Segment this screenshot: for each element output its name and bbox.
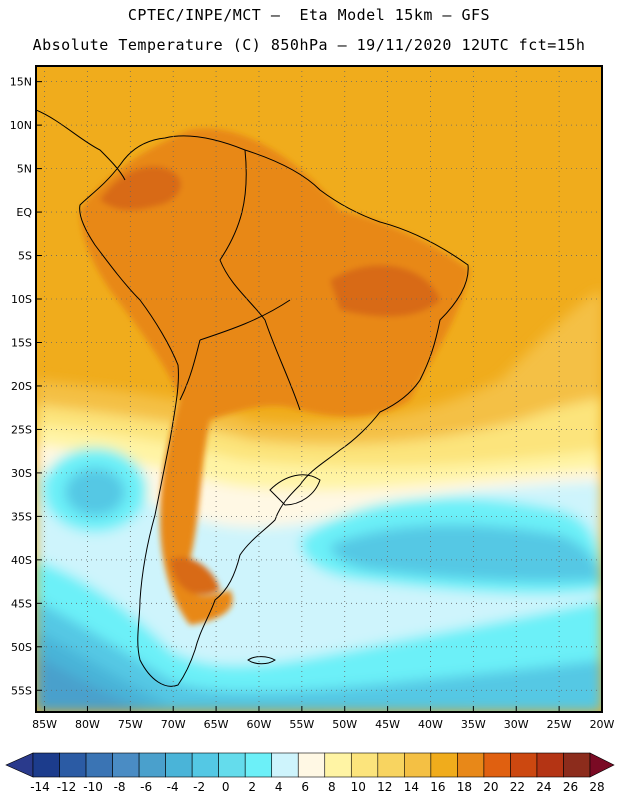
colorbar-swatch bbox=[563, 752, 591, 778]
colorbar-label: 0 bbox=[222, 780, 230, 794]
lat-label: 35S bbox=[11, 510, 32, 523]
colorbar-label: 14 bbox=[404, 780, 419, 794]
lat-label: 10N bbox=[10, 119, 32, 132]
colorbar-swatch bbox=[404, 752, 432, 778]
colorbar-swatch bbox=[85, 752, 113, 778]
colorbar-swatch bbox=[112, 752, 140, 778]
colorbar-label: -14 bbox=[30, 780, 50, 794]
field-cyan-band bbox=[36, 560, 602, 712]
colorbar-swatch bbox=[218, 752, 246, 778]
lat-label: EQ bbox=[16, 206, 32, 219]
lat-label: 5S bbox=[18, 250, 32, 263]
colorbar-label: 20 bbox=[483, 780, 498, 794]
colorbar-label: 8 bbox=[328, 780, 336, 794]
colorbar-swatch bbox=[377, 752, 405, 778]
falkland-islands bbox=[247, 656, 276, 665]
colorbar-label: -2 bbox=[193, 780, 205, 794]
lon-label: 80W bbox=[75, 718, 100, 731]
coastline bbox=[36, 109, 469, 687]
lat-label: 5N bbox=[17, 163, 32, 176]
colorbar-label: 28 bbox=[589, 780, 604, 794]
longitude-labels: 85W 80W 75W 70W 65W 60W 55W 50W 45W 40W 35W 30W 25W 2… bbox=[32, 718, 614, 731]
colorbar-swatch bbox=[138, 752, 166, 778]
colorbar-labels: -14 -12 -10 -8 -6 -4 -2 0 2 4 6 8 10 12 14 16 18 20 22 24 26… bbox=[30, 780, 604, 794]
colorbar-label: 16 bbox=[430, 780, 445, 794]
colorbar-label: -4 bbox=[167, 780, 179, 794]
andes-border bbox=[179, 299, 291, 401]
temperature-field bbox=[36, 66, 602, 712]
axis-ticks bbox=[36, 81, 603, 712]
colorbar-label: 12 bbox=[377, 780, 392, 794]
lon-label: 65W bbox=[204, 718, 229, 731]
colorbar-label: 2 bbox=[248, 780, 256, 794]
lon-label: 30W bbox=[504, 718, 529, 731]
colorbar-left-arrow bbox=[5, 752, 34, 778]
uruguay-border bbox=[269, 474, 321, 506]
lon-label: 45W bbox=[375, 718, 400, 731]
colorbar-right-arrow bbox=[589, 752, 615, 778]
lon-label: 75W bbox=[118, 718, 143, 731]
colorbar bbox=[5, 752, 615, 778]
lat-label: 15N bbox=[10, 76, 32, 89]
field-dark-blue-band bbox=[36, 655, 150, 712]
colorbar-swatch bbox=[191, 752, 219, 778]
colorbar-swatch bbox=[536, 752, 564, 778]
lon-label: 20W bbox=[590, 718, 615, 731]
lon-label: 85W bbox=[32, 718, 57, 731]
colorbar-swatch bbox=[244, 752, 273, 778]
colorbar-swatch bbox=[297, 752, 326, 778]
colorbar-label: 26 bbox=[563, 780, 578, 794]
colorbar-label: 18 bbox=[457, 780, 472, 794]
colorbar-label: -8 bbox=[114, 780, 126, 794]
lat-label: 30S bbox=[11, 467, 32, 480]
field-land-hotter bbox=[100, 166, 440, 595]
lon-label: 60W bbox=[247, 718, 272, 731]
colorbar-swatch bbox=[324, 752, 352, 778]
title-line-1: CPTEC/INPE/MCT – Eta Model 15km – GFS bbox=[127, 6, 491, 24]
latitude-labels: 15N 10N 5N EQ 5S 10S 15S 20S 25S 30S 35S 40S 45S 50S 5… bbox=[10, 76, 33, 698]
lat-label: 20S bbox=[11, 380, 32, 393]
field-teal-blob bbox=[65, 468, 125, 516]
lon-label: 50W bbox=[332, 718, 357, 731]
colorbar-swatch bbox=[457, 752, 485, 778]
colorbar-swatch bbox=[271, 752, 299, 778]
lat-label: 55S bbox=[11, 684, 32, 697]
colorbar-label: 4 bbox=[275, 780, 283, 794]
lat-label: 40S bbox=[11, 554, 32, 567]
lat-label: 15S bbox=[11, 336, 32, 349]
south-america-coastline bbox=[79, 135, 469, 687]
lon-label: 35W bbox=[461, 718, 486, 731]
field-teal-tongue bbox=[330, 524, 601, 582]
colorbar-label: 24 bbox=[536, 780, 551, 794]
field-land-hot bbox=[80, 128, 470, 625]
brazil-border bbox=[219, 149, 301, 411]
title-line-2: Absolute Temperature (C) 850hPa – 19/11/… bbox=[32, 36, 586, 54]
colorbar-swatch bbox=[165, 752, 193, 778]
lat-label: 50S bbox=[11, 641, 32, 654]
field-teal-band bbox=[36, 600, 602, 712]
colorbar-label: -10 bbox=[83, 780, 103, 794]
colorbar-label: -6 bbox=[140, 780, 152, 794]
colorbar-label: 22 bbox=[510, 780, 525, 794]
colorbar-label: 10 bbox=[351, 780, 366, 794]
colorbar-swatch bbox=[59, 752, 87, 778]
colorbar-label: 6 bbox=[301, 780, 309, 794]
colorbar-swatch bbox=[32, 752, 60, 778]
colorbar-swatch bbox=[430, 752, 458, 778]
colorbar-label: -12 bbox=[57, 780, 77, 794]
colorbar-swatch bbox=[350, 752, 379, 778]
colorbar-swatch bbox=[510, 752, 538, 778]
colorbar-swatch bbox=[483, 752, 511, 778]
lon-label: 55W bbox=[289, 718, 314, 731]
lat-label: 45S bbox=[11, 597, 32, 610]
central-america bbox=[36, 109, 126, 181]
lon-label: 70W bbox=[161, 718, 186, 731]
map-frame bbox=[35, 65, 603, 713]
lat-label: 25S bbox=[11, 423, 32, 436]
lon-label: 40W bbox=[418, 718, 443, 731]
lat-label: 10S bbox=[11, 293, 32, 306]
lon-label: 25W bbox=[547, 718, 572, 731]
